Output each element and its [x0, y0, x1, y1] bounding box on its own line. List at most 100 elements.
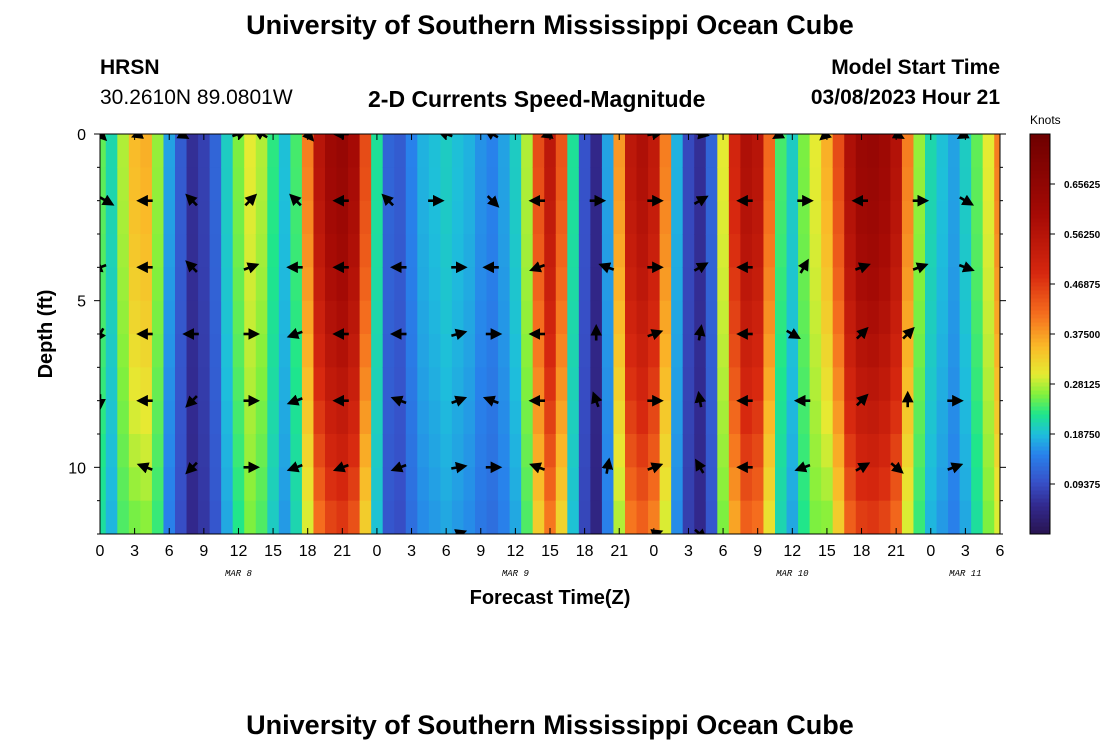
current-vector-arrow	[286, 394, 303, 406]
heatmap-cell	[198, 367, 211, 402]
heatmap-cell	[100, 334, 107, 368]
heatmap-cell	[117, 400, 130, 435]
heatmap-cell	[890, 367, 903, 402]
heatmap-cell	[809, 267, 822, 302]
colorbar-segment	[1030, 134, 1050, 139]
colorbar-segment	[1030, 526, 1050, 531]
colorbar-segment	[1030, 414, 1050, 419]
heatmap-cell	[717, 200, 730, 235]
heatmap-cell	[809, 334, 822, 368]
heatmap-cell	[971, 234, 984, 268]
heatmap-cell	[486, 200, 499, 235]
heatmap-cell	[994, 134, 1000, 168]
heatmap-cell	[648, 434, 661, 468]
heatmap-cell	[913, 434, 926, 468]
heatmap-cell	[694, 167, 707, 202]
colorbar-tick-label: 0.37500	[1064, 330, 1100, 341]
heatmap-cell	[901, 167, 915, 202]
heatmap-cell	[671, 367, 684, 402]
x-tick-label: 9	[476, 543, 485, 560]
heatmap-cell	[359, 167, 372, 202]
heatmap-cell	[682, 367, 695, 402]
colorbar-segment	[1030, 206, 1050, 211]
heatmap-cell	[451, 500, 465, 534]
heatmap-cell	[532, 434, 545, 468]
heatmap-cell	[163, 334, 176, 368]
colorbar-segment	[1030, 478, 1050, 483]
heatmap-cell	[175, 200, 188, 235]
heatmap-cell	[498, 300, 511, 335]
heatmap-cell	[890, 267, 903, 302]
heatmap-cell	[555, 267, 568, 302]
heatmap-cell	[544, 267, 557, 302]
heatmap-cell	[475, 167, 488, 202]
heatmap-cell	[878, 467, 891, 502]
colorbar-tick-label: 0.28125	[1064, 380, 1100, 391]
x-day-label: MAR 10	[776, 569, 809, 579]
heatmap-cell	[267, 500, 280, 534]
heatmap-cell	[936, 167, 949, 202]
x-tick-label: 12	[506, 543, 524, 560]
heatmap-cell	[636, 300, 649, 335]
heatmap-cell	[163, 434, 176, 468]
heatmap-cell	[405, 167, 418, 202]
heatmap-cell	[821, 500, 834, 534]
colorbar-segment	[1030, 502, 1050, 507]
heatmap-cell	[567, 134, 580, 168]
heatmap-cell	[636, 200, 649, 235]
current-vector-arrow	[381, 193, 395, 207]
heatmap-cell	[348, 200, 361, 235]
heatmap-cell	[509, 200, 522, 235]
heatmap-cell	[913, 400, 926, 435]
colorbar-segment	[1030, 226, 1050, 231]
heatmap-cell	[982, 300, 995, 335]
heatmap-cell	[925, 267, 938, 302]
heatmap-cell	[140, 234, 153, 268]
heatmap-cell	[590, 200, 603, 235]
current-vector-arrow	[855, 393, 869, 407]
heatmap-cell	[175, 467, 188, 502]
heatmap-cell	[105, 434, 118, 468]
heatmap-cell	[232, 267, 245, 302]
colorbar-segment	[1030, 378, 1050, 383]
heatmap-cell	[521, 334, 534, 368]
heatmap-cell	[786, 434, 799, 468]
heatmap-cell	[301, 334, 315, 368]
colorbar-segment	[1030, 266, 1050, 271]
heatmap-cell	[775, 400, 788, 435]
colorbar-segment	[1030, 366, 1050, 371]
heatmap-cell	[394, 500, 407, 534]
heatmap-cell	[971, 467, 984, 502]
heatmap-cell	[394, 167, 407, 202]
heatmap-cell	[763, 167, 776, 202]
heatmap-cell	[590, 334, 603, 368]
heatmap-cell	[567, 500, 580, 534]
heatmap-cell	[555, 234, 568, 268]
heatmap-cell	[567, 234, 580, 268]
heatmap-cell	[301, 134, 315, 168]
heatmap-cell	[913, 367, 926, 402]
colorbar-segment	[1030, 182, 1050, 187]
heatmap-cell	[440, 234, 453, 268]
heatmap-cell	[671, 300, 684, 335]
page-title: University of Southern Mississippi Ocean…	[246, 10, 854, 40]
heatmap-cell	[417, 234, 430, 268]
heatmap-cell	[994, 300, 1000, 335]
heatmap-cell	[498, 367, 511, 402]
heatmap-cell	[578, 367, 591, 402]
heatmap-cell	[290, 334, 303, 368]
heatmap-cell	[590, 467, 603, 502]
heatmap-cell	[175, 167, 188, 202]
current-vector-arrow	[855, 462, 871, 474]
heatmap-cell	[590, 434, 603, 468]
heatmap-cell	[382, 400, 395, 435]
heatmap-cell	[198, 134, 211, 168]
heatmap-cell	[613, 500, 626, 534]
heatmap-cell	[555, 134, 568, 168]
heatmap-cell	[100, 167, 107, 202]
heatmap-cell	[798, 467, 811, 502]
heatmap-cell	[371, 200, 384, 235]
heatmap-cell	[705, 500, 718, 534]
heatmap-cell	[901, 300, 915, 335]
heatmap-cell	[901, 334, 915, 368]
